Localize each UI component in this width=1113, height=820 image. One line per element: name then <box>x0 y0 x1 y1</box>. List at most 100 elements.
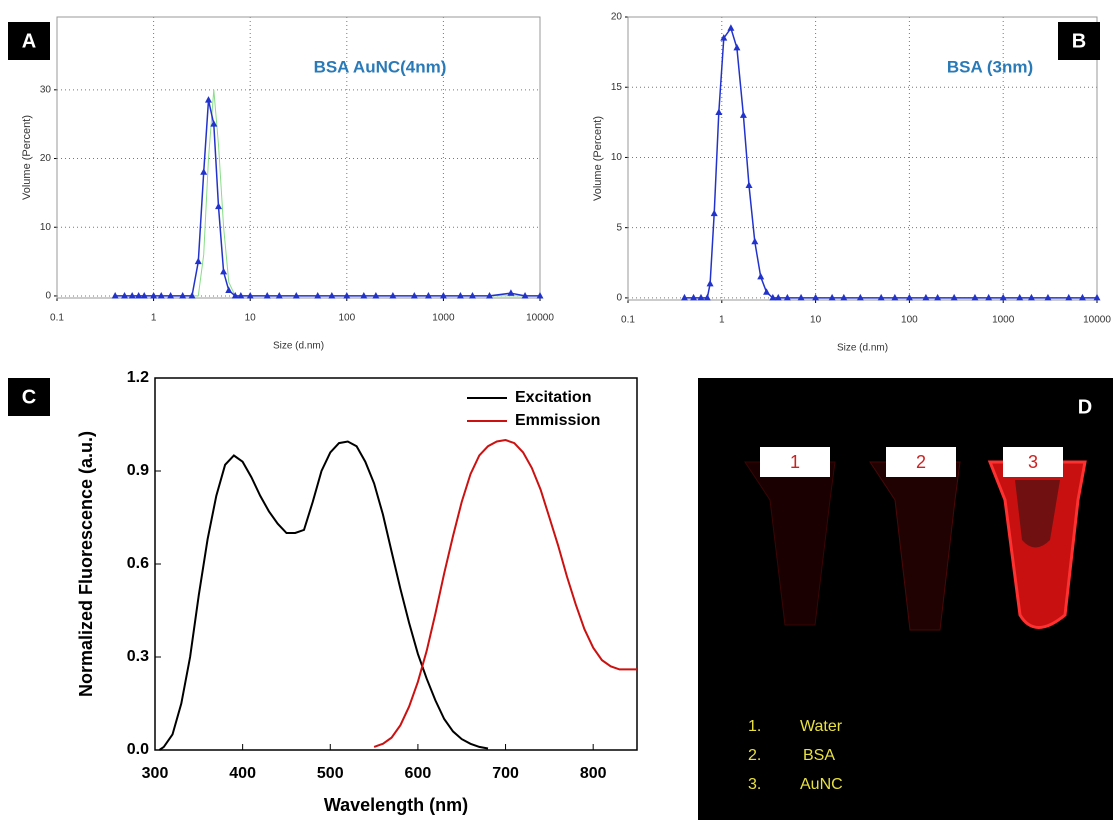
y-tick-label: 0.9 <box>127 462 149 479</box>
data-marker <box>424 291 432 299</box>
data-marker <box>292 291 300 299</box>
x-tick-label: 400 <box>229 765 256 782</box>
x-tick-label: 100 <box>338 313 355 324</box>
data-marker <box>456 291 464 299</box>
y-tick-label: 1.2 <box>127 369 149 386</box>
data-marker <box>507 289 515 296</box>
panel-d: 1 2 3 D 1. Water 2. BSA 3. AuNC <box>698 378 1113 820</box>
x-tick-label: 0.1 <box>621 315 635 326</box>
data-marker <box>246 291 254 299</box>
data-marker <box>905 293 913 301</box>
data-marker <box>950 293 958 301</box>
x-tick-label: 100 <box>901 315 918 326</box>
data-marker <box>1093 293 1101 301</box>
x-tick-label: 10 <box>245 313 257 324</box>
legend-name: AuNC <box>800 776 843 793</box>
data-marker <box>745 181 753 189</box>
data-marker <box>769 293 777 301</box>
data-marker <box>783 293 791 301</box>
data-marker <box>840 293 848 301</box>
data-marker <box>389 291 397 299</box>
tube-label: 2 <box>916 452 926 472</box>
x-tick-label: 1 <box>151 313 157 324</box>
panel-letter-box <box>8 378 50 416</box>
data-marker <box>1016 293 1024 301</box>
y-tick-label: 20 <box>40 153 52 164</box>
data-marker <box>797 293 805 301</box>
data-marker <box>204 96 212 103</box>
y-axis-title: Normalized Fluorescence (a.u.) <box>76 431 96 697</box>
tube <box>869 461 961 631</box>
y-tick-label: 15 <box>611 82 623 93</box>
data-marker <box>680 293 688 301</box>
data-marker <box>225 286 233 293</box>
data-marker <box>828 293 836 301</box>
data-marker <box>934 293 942 301</box>
tube-cap <box>1015 480 1060 548</box>
data-marker <box>372 291 380 299</box>
data-marker <box>763 288 771 295</box>
data-marker <box>733 43 741 51</box>
data-marker <box>985 293 993 301</box>
x-tick-label: 500 <box>317 765 344 782</box>
tube-label-box <box>760 447 830 477</box>
y-tick-label: 5 <box>616 222 622 233</box>
data-marker <box>275 291 283 299</box>
panel-label: D <box>1078 396 1092 418</box>
y-tick-label: 20 <box>611 12 623 23</box>
x-tick-label: 300 <box>142 765 169 782</box>
x-tick-label: 1 <box>719 315 725 326</box>
data-marker <box>360 291 368 299</box>
x-tick-label: 700 <box>492 765 519 782</box>
data-marker <box>739 111 747 118</box>
panel-letter-box <box>8 22 50 60</box>
data-marker <box>328 291 336 299</box>
data-marker <box>135 291 143 299</box>
chart-title: BSA AuNC(4nm) <box>314 57 447 76</box>
data-marker <box>167 291 175 299</box>
plot-frame <box>56 16 541 299</box>
legend-name: BSA <box>803 747 835 764</box>
data-marker <box>150 291 158 299</box>
data-marker <box>314 291 322 299</box>
plot-frame <box>154 377 638 751</box>
data-marker <box>922 293 930 301</box>
tube-label: 3 <box>1028 452 1038 472</box>
legend-label: Emmission <box>515 412 600 429</box>
data-marker <box>468 291 476 299</box>
data-marker <box>856 293 864 301</box>
y-tick-label: 0 <box>45 291 51 302</box>
data-marker <box>706 279 714 287</box>
legend-number: 1. <box>748 718 761 735</box>
data-marker <box>812 293 820 301</box>
data-marker <box>690 293 698 301</box>
x-tick-label: 0.1 <box>50 313 64 324</box>
chart-title: BSA (3nm) <box>947 57 1033 76</box>
data-marker <box>1065 293 1073 301</box>
y-tick-label: 0.0 <box>127 741 149 758</box>
data-marker <box>521 291 529 299</box>
x-tick-label: 800 <box>580 765 607 782</box>
panel-letter: B <box>1072 30 1086 52</box>
data-marker <box>536 291 544 299</box>
x-tick-label: 1000 <box>432 313 455 324</box>
series-line <box>373 438 637 748</box>
series-line <box>158 440 489 751</box>
y-tick-label: 10 <box>40 222 52 233</box>
data-marker <box>194 257 202 265</box>
data-marker <box>1078 293 1086 301</box>
panel-letter: A <box>22 30 36 52</box>
y-tick-label: 10 <box>611 152 623 163</box>
data-marker <box>1027 293 1035 301</box>
data-marker <box>877 293 885 301</box>
data-marker <box>971 293 979 301</box>
data-marker <box>751 237 759 245</box>
data-marker <box>231 291 239 299</box>
data-marker <box>410 291 418 299</box>
data-marker <box>188 291 196 299</box>
data-marker <box>237 291 245 299</box>
series-line <box>115 89 540 297</box>
y-axis-title: Volume (Percent) <box>592 116 604 201</box>
data-marker <box>111 291 119 299</box>
x-tick-label: 1000 <box>992 315 1015 326</box>
